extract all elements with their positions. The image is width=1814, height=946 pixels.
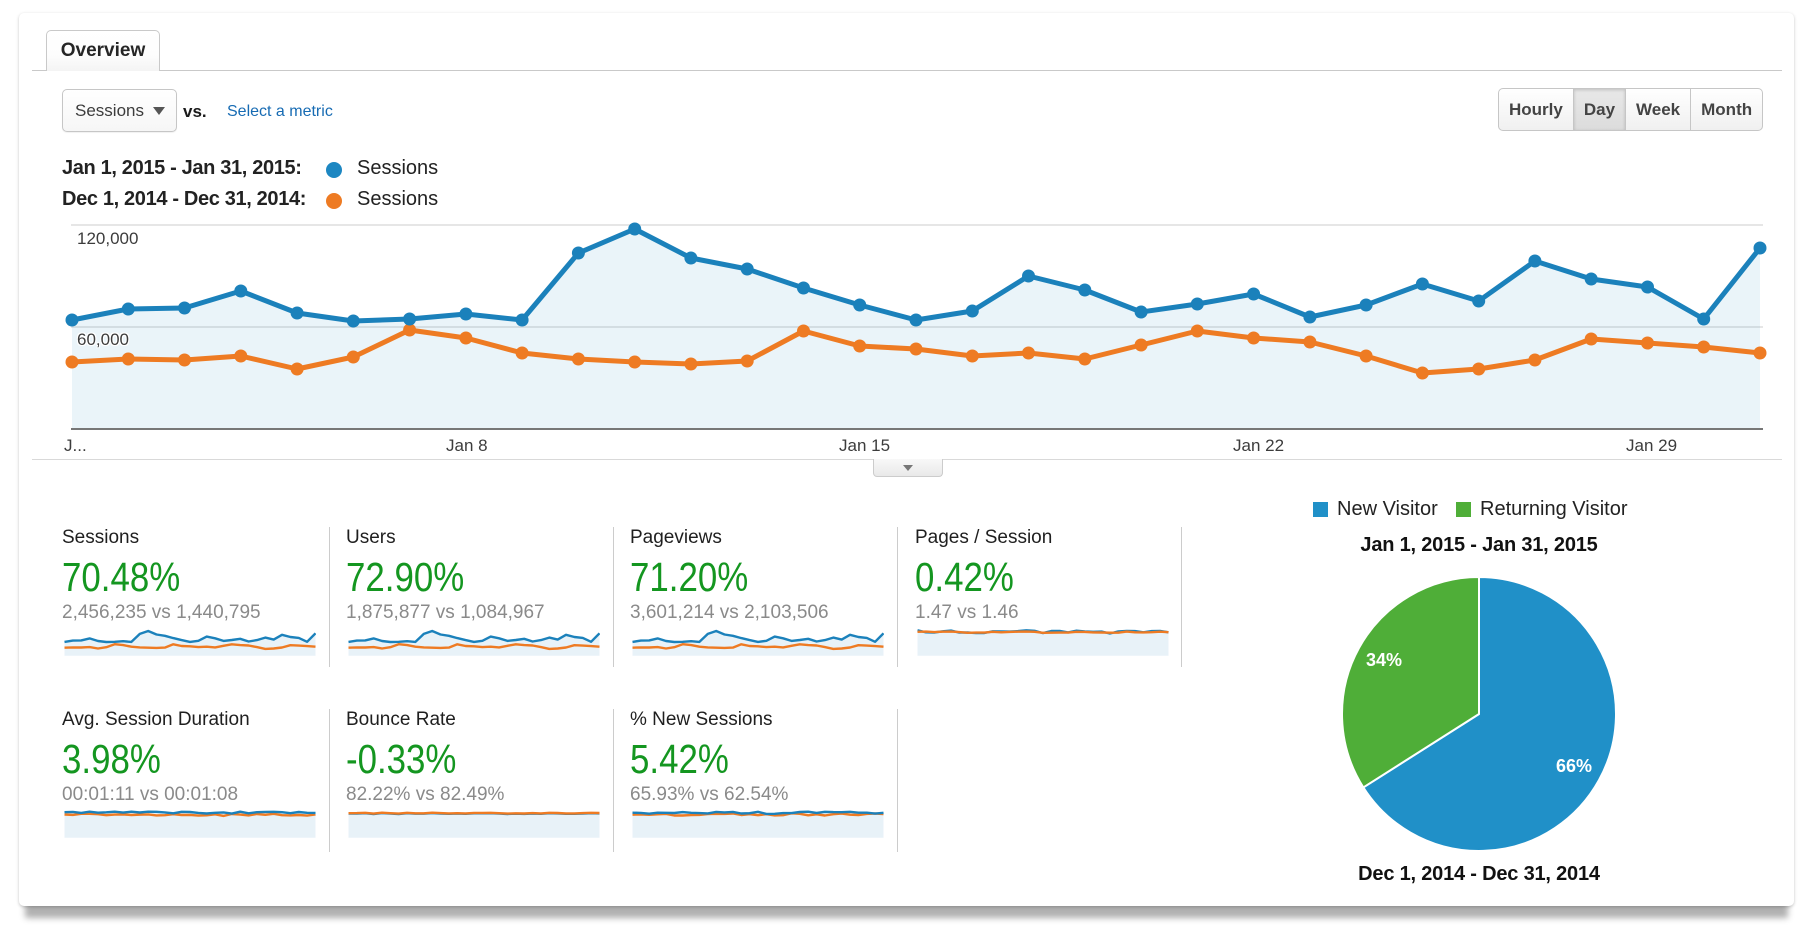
svg-text:66%: 66% (1556, 756, 1592, 776)
svg-text:34%: 34% (1366, 650, 1402, 670)
